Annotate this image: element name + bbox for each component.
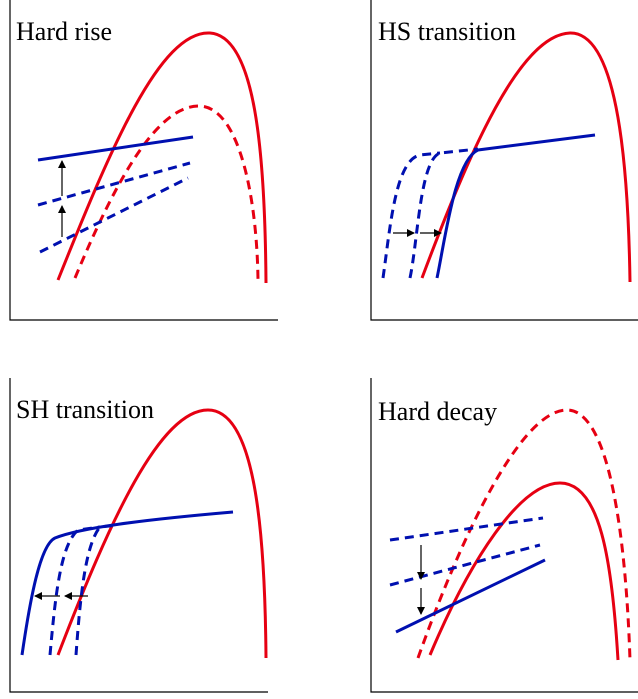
axes bbox=[370, 378, 638, 693]
axes bbox=[370, 0, 638, 321]
line bbox=[37, 135, 194, 162]
curve bbox=[48, 525, 101, 656]
line bbox=[395, 558, 546, 634]
curve bbox=[420, 31, 632, 283]
panel-label: Hard decay bbox=[378, 397, 497, 426]
panel-label: Hard rise bbox=[16, 17, 112, 46]
panel: SH transition bbox=[9, 378, 268, 693]
curve bbox=[74, 523, 119, 656]
curve bbox=[56, 31, 268, 284]
curve bbox=[73, 104, 260, 281]
panel: Hard rise bbox=[9, 0, 278, 321]
panel: Hard decay bbox=[370, 378, 638, 693]
axes bbox=[9, 378, 268, 693]
panel-label: SH transition bbox=[16, 395, 154, 424]
axes bbox=[9, 0, 278, 321]
curve bbox=[381, 151, 441, 279]
curve bbox=[408, 147, 479, 279]
curve bbox=[435, 133, 596, 279]
curve bbox=[428, 481, 620, 661]
line bbox=[39, 176, 189, 254]
panel-label: HS transition bbox=[378, 17, 516, 46]
curve bbox=[20, 510, 234, 656]
line bbox=[389, 543, 541, 587]
curve bbox=[56, 408, 268, 659]
line bbox=[389, 516, 544, 542]
line bbox=[37, 161, 191, 207]
panel: HS transition bbox=[370, 0, 638, 321]
curve bbox=[416, 408, 632, 661]
